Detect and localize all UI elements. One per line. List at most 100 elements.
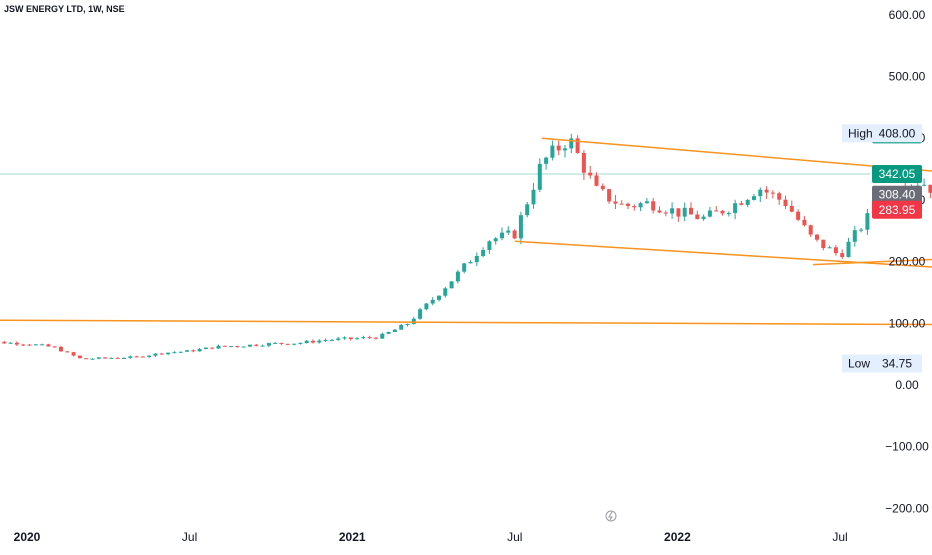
low-price-label: Low (848, 357, 870, 371)
candle-body (273, 342, 278, 344)
price-tick-label: 200.00 (889, 255, 926, 269)
candle-body (859, 229, 864, 231)
candle-body (128, 356, 133, 358)
candle-body (248, 344, 252, 347)
candle-body (311, 340, 315, 343)
candle-body (159, 353, 164, 355)
candle-body (115, 357, 120, 359)
candle-body (109, 357, 114, 359)
candle-body (487, 241, 492, 250)
candle-body (336, 338, 341, 340)
time-scale[interactable]: 2020Jul2021Jul2022Jul2023Jul2024Jul2025 (14, 530, 932, 544)
trendline[interactable] (541, 137, 932, 234)
candle-body (707, 210, 712, 217)
candle-body (279, 342, 284, 344)
candle-body (865, 213, 870, 230)
candle-body (594, 175, 599, 186)
candle-body (500, 232, 504, 239)
candle-body (663, 212, 668, 214)
candle-body (777, 193, 782, 200)
candle-body (392, 329, 397, 332)
candle-body (752, 196, 756, 200)
candle-body (518, 215, 523, 239)
candle-body (676, 208, 681, 217)
current-price-tag-bg (872, 164, 922, 183)
candle-body (405, 323, 410, 325)
candle-body (27, 344, 32, 346)
price-tick-label: 100.00 (889, 316, 926, 330)
candle-body (758, 189, 763, 197)
time-tick-label: 2021 (339, 530, 366, 544)
candle-body (493, 238, 498, 242)
candle-body (443, 288, 448, 296)
candle-body (59, 346, 63, 352)
candle-body (304, 340, 309, 343)
candle-body (323, 340, 328, 342)
candle-body (84, 358, 89, 360)
candle-body (361, 337, 366, 339)
candle-body (355, 338, 360, 340)
candle-body (90, 358, 95, 360)
candle-body (172, 352, 177, 354)
candle-body (229, 346, 234, 348)
high-price-bg (842, 124, 922, 143)
candle-body (216, 345, 221, 349)
candle-body (481, 249, 486, 256)
candle-body (827, 247, 832, 249)
candle-body (745, 199, 750, 205)
trendline[interactable] (0, 319, 932, 326)
candle-body (348, 337, 353, 339)
candle-body (682, 207, 687, 217)
price-tick-label: −100.00 (885, 440, 929, 454)
candle-body (153, 353, 158, 356)
candle-body (455, 271, 460, 282)
entry-price-tag: 308.40 (879, 188, 916, 202)
price-tick-label: −200.00 (885, 501, 929, 515)
candle-body (512, 230, 517, 239)
candle-body (922, 184, 927, 186)
candle-body (46, 344, 51, 347)
candle-body (14, 342, 19, 345)
current-price-tag: 342.05 (879, 167, 916, 181)
candle-body (292, 343, 297, 345)
candle-body (260, 345, 265, 347)
candle-body (424, 303, 429, 310)
low-price-bg (842, 354, 922, 373)
trendlines[interactable] (0, 137, 932, 326)
candle-body (632, 206, 637, 208)
candle-body (928, 184, 932, 193)
candle-body (619, 203, 624, 205)
candle-body (399, 324, 404, 330)
candle-body (651, 201, 656, 211)
time-tick-label: Jul (507, 530, 522, 544)
candle-body (563, 148, 567, 151)
candle-body (600, 185, 605, 190)
candle-body (739, 203, 744, 205)
candle-body (2, 341, 7, 344)
long-position-tool[interactable] (0, 134, 932, 209)
candle-body (411, 318, 416, 324)
candle-body (833, 247, 838, 254)
candle-body (241, 346, 246, 348)
candle-body (285, 343, 290, 345)
candle-body (657, 210, 662, 213)
candle-body (626, 203, 630, 207)
time-tick-label: Jul (182, 530, 197, 544)
lightning-icon[interactable] (605, 510, 617, 522)
candle-body (556, 145, 561, 151)
candle-body (852, 230, 857, 242)
candle-body (815, 234, 819, 240)
candle-body (77, 355, 82, 359)
candle-body (613, 201, 618, 204)
time-tick-label: Jul (832, 530, 847, 544)
candle-body (468, 262, 473, 264)
candle-body (386, 331, 391, 334)
trendline[interactable] (514, 240, 932, 300)
stop-price-tag-bg (872, 200, 922, 219)
candle-body (695, 214, 700, 220)
candle-body (418, 309, 423, 319)
candle-body (197, 349, 202, 352)
